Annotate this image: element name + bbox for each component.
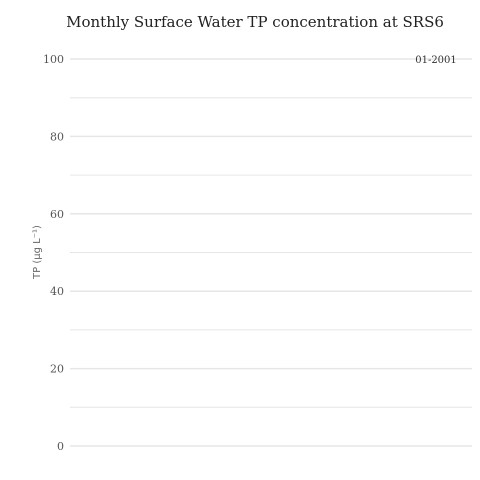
legend: 01-2001 <box>415 55 457 66</box>
legend-label: 01-2001 <box>415 55 457 66</box>
y-tick-labels: 0 20 40 60 80 100 <box>43 53 64 453</box>
chart-title: Monthly Surface Water TP concentration a… <box>66 13 444 31</box>
y-tick-label: 20 <box>50 363 64 376</box>
y-tick-label: 60 <box>50 208 64 221</box>
y-tick-label: 100 <box>43 53 64 66</box>
y-tick-label: 80 <box>50 130 64 143</box>
grid <box>70 58 472 447</box>
y-tick-label: 40 <box>50 285 64 298</box>
y-axis-label: TP (μg L⁻¹) <box>32 225 43 280</box>
y-tick-label: 0 <box>57 440 64 453</box>
